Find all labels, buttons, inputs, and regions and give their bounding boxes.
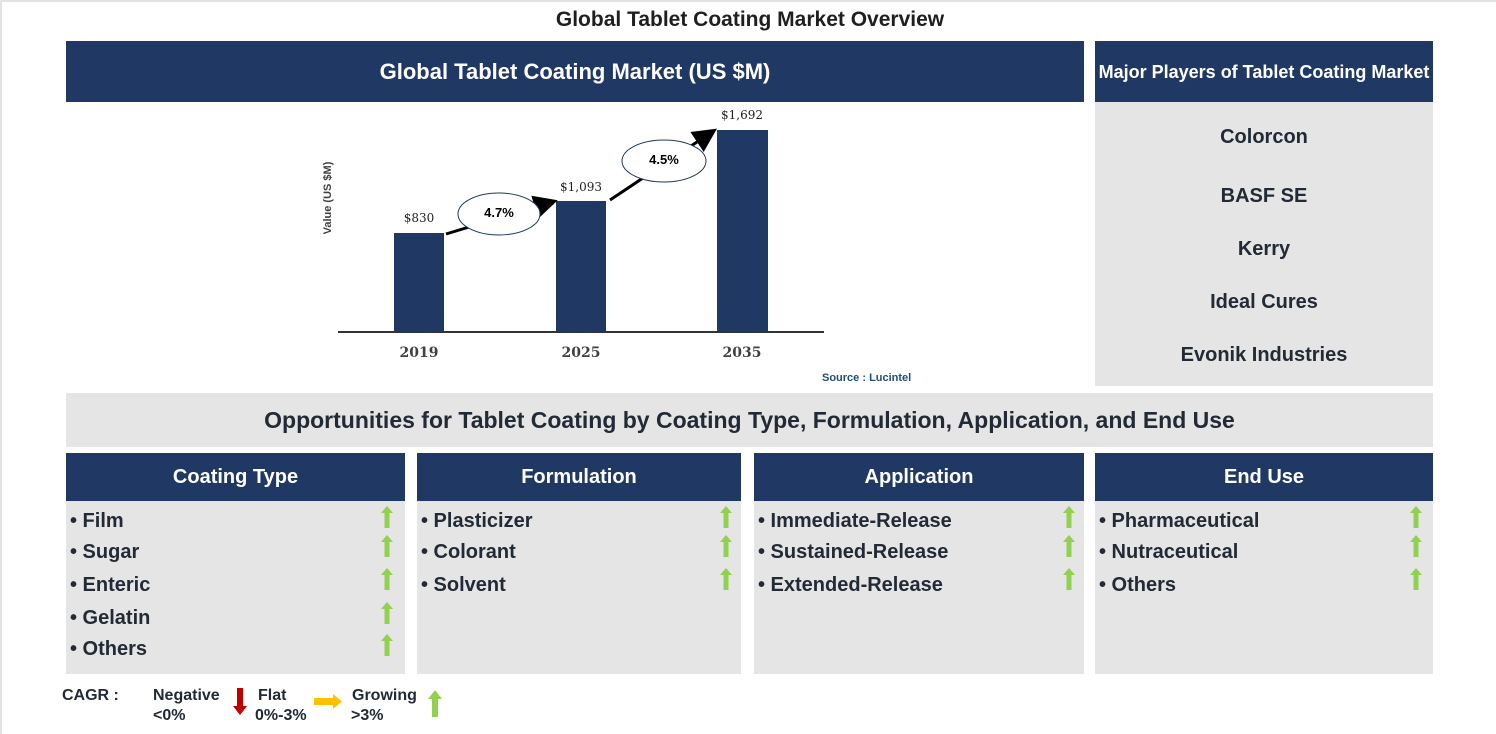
growing-arrow-icon	[1410, 535, 1422, 557]
chart-source: Source : Lucintel	[822, 372, 912, 384]
player-item: Kerry	[1237, 238, 1291, 260]
bar-2025	[556, 201, 606, 332]
growing-arrow-icon	[381, 634, 393, 656]
category-list-formulation: • Plasticizer • Colorant • Solvent	[417, 501, 741, 674]
legend-label: CAGR :	[62, 687, 119, 704]
list-item: • Others	[1099, 574, 1177, 596]
category-list-end-use: • Pharmaceutical • Nutraceutical • Other…	[1095, 501, 1433, 674]
growing-arrow-icon	[381, 602, 393, 624]
cagr-label-2025-2035: 4.5%	[649, 152, 679, 167]
growing-arrow-icon	[1063, 535, 1075, 557]
category-header-formulation: Formulation	[417, 453, 741, 501]
list-item: • Immediate-Release	[758, 510, 952, 532]
legend-negative-range: <0%	[153, 707, 186, 724]
player-item: Evonik Industries	[1180, 344, 1348, 366]
cagr-label-2019-2025: 4.7%	[484, 205, 514, 220]
page-title: Global Tablet Coating Market Overview	[555, 8, 945, 31]
x-axis-line	[338, 331, 824, 333]
list-item: • Sugar	[70, 541, 140, 563]
list-item: • Film	[70, 510, 124, 532]
legend-growing-range: >3%	[351, 707, 384, 724]
flat-arrow-icon	[314, 694, 342, 709]
x-tick-2025: 2025	[561, 345, 601, 361]
players-header: Major Players of Tablet Coating Market	[1095, 41, 1433, 102]
list-item: • Plasticizer	[421, 510, 533, 532]
player-item: Colorcon	[1220, 126, 1308, 148]
list-item: • Sustained-Release	[758, 541, 949, 563]
bar-value-2025: $1,093	[560, 180, 602, 194]
bar-value-2035: $1,692	[721, 108, 763, 122]
category-header-application: Application	[754, 453, 1084, 501]
chart-header: Global Tablet Coating Market (US $M)	[66, 41, 1084, 102]
list-item: • Pharmaceutical	[1099, 510, 1260, 532]
growing-arrow-icon	[720, 535, 732, 557]
category-header-coating-type: Coating Type	[66, 453, 405, 501]
cagr-arrows	[445, 128, 717, 236]
category-header-end-use: End Use	[1095, 453, 1433, 501]
category-list-coating-type: • Film • Sugar • Enteric • Gelatin • Oth…	[66, 501, 405, 674]
list-item: • Gelatin	[70, 607, 151, 629]
legend-flat-title: Flat	[258, 687, 287, 704]
growing-arrow-icon	[381, 535, 393, 557]
player-item: Ideal Cures	[1210, 291, 1318, 313]
growing-arrow-icon	[1410, 506, 1422, 528]
growing-arrow-icon	[1063, 506, 1075, 528]
growing-arrow-icon	[1063, 568, 1075, 590]
list-item: • Nutraceutical	[1099, 541, 1239, 563]
bar-value-2019: $830	[403, 211, 435, 225]
legend-growing-title: Growing	[352, 687, 417, 704]
growing-arrow-icon	[381, 568, 393, 590]
x-tick-2035: 2035	[722, 345, 762, 361]
list-item: • Colorant	[421, 541, 516, 563]
growing-arrow-icon	[720, 506, 732, 528]
players-list: Colorcon BASF SE Kerry Ideal Cures Evoni…	[1095, 102, 1433, 386]
growing-arrow-icon	[428, 690, 442, 717]
list-item: • Enteric	[70, 574, 151, 596]
legend-flat-range: 0%-3%	[255, 707, 307, 724]
opportunities-title: Opportunities for Tablet Coating by Coat…	[66, 393, 1433, 447]
growing-arrow-icon	[720, 568, 732, 590]
growing-arrow-icon	[381, 506, 393, 528]
list-item: • Others	[70, 638, 148, 660]
bar-2019	[394, 233, 444, 332]
player-item: BASF SE	[1220, 185, 1308, 207]
bar-2035	[717, 130, 768, 332]
growing-arrow-icon	[1410, 568, 1422, 590]
list-item: • Extended-Release	[758, 574, 943, 596]
x-tick-2019: 2019	[399, 345, 439, 361]
negative-arrow-icon	[233, 688, 247, 715]
category-list-application: • Immediate-Release • Sustained-Release …	[754, 501, 1084, 674]
list-item: • Solvent	[421, 574, 506, 596]
legend-negative-title: Negative	[153, 687, 220, 704]
